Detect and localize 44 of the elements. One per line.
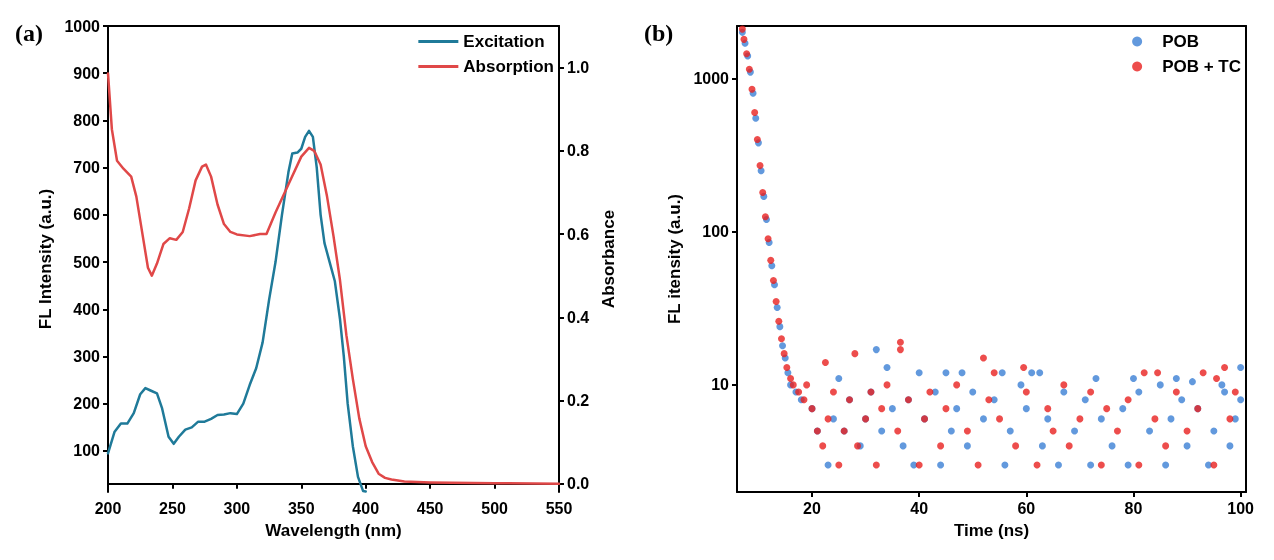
y2-axis-title: Absorbance [599,209,619,309]
y-tick-label: 10 [711,376,730,394]
y2-tick-label: 1.0 [567,59,590,77]
legend-label: Absorption [463,57,554,76]
y-tick-label: 100 [702,223,730,241]
y2-tick-label: 0.0 [567,475,590,493]
chart-title: (a) [15,20,43,46]
y-tick-label: 500 [73,253,101,271]
y-tick-label: 400 [73,300,101,318]
y-axis-title: FL itensity (a.u.) [664,193,684,325]
x-tick-label: 20 [803,499,822,517]
x-tick-label: 500 [481,499,509,517]
x-tick-label: 60 [1017,499,1036,517]
y-tick-label: 1000 [64,17,101,35]
x-tick-label: 450 [416,499,444,517]
x-tick-label: 550 [545,499,573,517]
x-tick-label: 100 [1227,499,1255,517]
y-tick-label: 200 [73,395,101,413]
x-tick-label: 40 [910,499,929,517]
x-tick-label: 300 [223,499,251,517]
x-tick-label: 350 [287,499,315,517]
line-series [106,129,367,493]
y2-tick-label: 0.2 [567,391,590,409]
y-tick-label: 700 [73,159,101,177]
y-tick-label: 800 [73,111,101,129]
y-tick-label: 600 [73,206,101,224]
legend-label: POB + TC [1162,57,1241,76]
chart-title: (b) [644,20,674,46]
y-tick-label: 900 [73,64,101,82]
legend-label: Excitation [463,32,545,51]
x-tick-label: 400 [352,499,380,517]
y-axis-title: FL Intensity (a.u.) [35,188,55,330]
y2-tick-label: 0.8 [567,142,590,160]
y-tick-label: 1000 [693,69,730,87]
x-tick-label: 200 [94,499,122,517]
y2-tick-label: 0.6 [567,225,590,243]
y-tick-label: 300 [73,348,101,365]
x-tick-label: 250 [159,499,186,517]
y-tick-label: 100 [73,442,101,460]
x-axis-title: Time (ns) [953,521,1030,540]
x-tick-label: 80 [1124,499,1143,517]
x-axis-title: Wavelength (nm) [265,521,402,540]
y2-tick-label: 0.4 [567,308,590,326]
legend-label: POB [1162,32,1199,51]
